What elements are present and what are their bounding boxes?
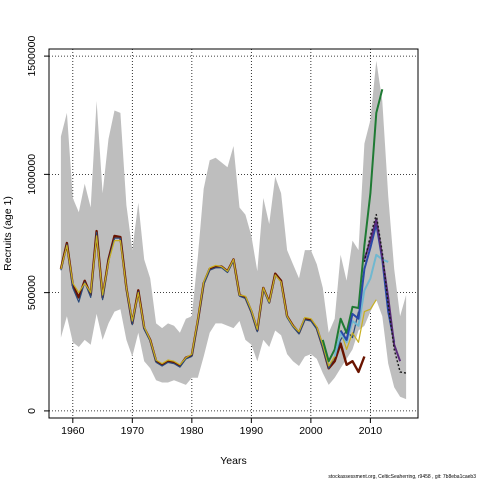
x-axis-title: Years xyxy=(220,455,246,467)
series-line-3 xyxy=(60,235,377,367)
y-axis: 0 500000 1000000 1500000 xyxy=(26,36,49,414)
plot-frame xyxy=(48,48,419,419)
series-line-6 xyxy=(339,223,396,343)
y-tick-label: 0 xyxy=(26,408,38,414)
series-line-4 xyxy=(321,88,384,363)
x-tick-label: 1960 xyxy=(61,425,85,437)
y-tick-label: 500000 xyxy=(26,275,38,310)
confidence-band-layer xyxy=(60,60,407,400)
y-tick-label: 1000000 xyxy=(26,154,38,195)
confidence-band xyxy=(60,60,407,400)
x-axis: 1960 1970 1980 1990 2000 2010 xyxy=(61,418,382,437)
x-tick-label: 1990 xyxy=(240,425,264,437)
y-axis-title: Recruits (age 1) xyxy=(2,196,14,271)
source-credit: stockassessment.org, CelticSeaherring, r… xyxy=(328,474,476,480)
x-tick-label: 2010 xyxy=(359,425,383,437)
y-tick-label: 1500000 xyxy=(26,36,38,77)
x-tick-label: 1980 xyxy=(180,425,204,437)
series-lines xyxy=(59,88,407,374)
series-line-8 xyxy=(363,213,407,374)
x-tick-label: 1970 xyxy=(121,425,145,437)
series-line-5 xyxy=(333,253,389,357)
x-tick-label: 2000 xyxy=(299,425,323,437)
